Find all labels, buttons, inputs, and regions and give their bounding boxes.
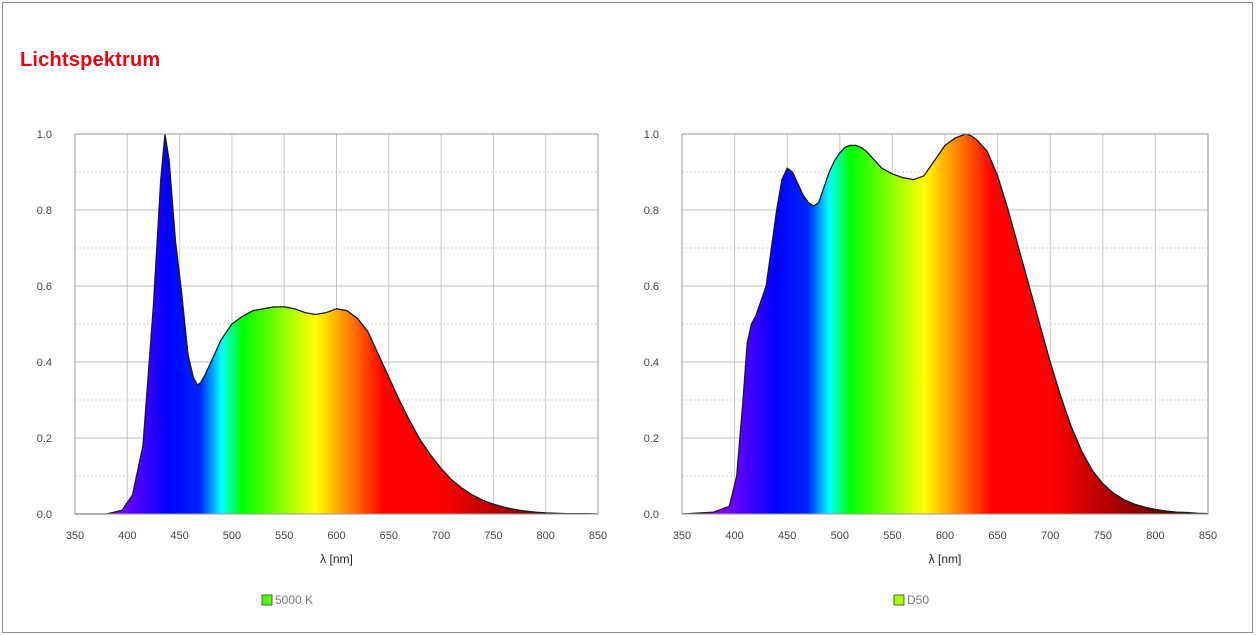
y-tick-label: 0.0 xyxy=(644,509,659,521)
x-tick-label: 800 xyxy=(537,530,555,542)
x-tick-label: 550 xyxy=(883,530,901,542)
x-tick-label: 650 xyxy=(380,530,398,542)
y-tick-label: 0.8 xyxy=(644,205,659,217)
x-tick-label: 550 xyxy=(275,530,293,542)
x-tick-label: 700 xyxy=(432,530,450,542)
y-tick-label: 0.4 xyxy=(37,357,52,369)
x-tick-label: 400 xyxy=(725,530,743,542)
x-tick-label: 350 xyxy=(673,530,691,542)
y-tick-label: 0.2 xyxy=(37,433,52,445)
y-tick-label: 1.0 xyxy=(644,129,659,141)
x-tick-label: 450 xyxy=(170,530,188,542)
x-tick-label: 850 xyxy=(589,530,607,542)
x-tick-label: 450 xyxy=(778,530,796,542)
legend-swatch xyxy=(261,594,273,606)
x-tick-label: 500 xyxy=(223,530,241,542)
spectrum-area xyxy=(682,134,1208,514)
spectrum-area xyxy=(75,134,598,514)
y-tick-label: 0.2 xyxy=(644,433,659,445)
x-tick-label: 850 xyxy=(1199,530,1217,542)
x-tick-label: 750 xyxy=(1094,530,1112,542)
x-tick-label: 800 xyxy=(1146,530,1164,542)
spectrum-line xyxy=(75,133,599,515)
spectrum-line xyxy=(681,133,1209,515)
y-tick-label: 1.0 xyxy=(37,129,52,141)
spectrum-chart-left: 0.0 0.2 0.4 0.6 0.8 1.0 350 400 450 500 550 600 650 7… xyxy=(37,129,607,607)
page-title: Lichtspektrum xyxy=(20,49,161,71)
x-tick-label: 600 xyxy=(936,530,954,542)
y-tick-label: 0.0 xyxy=(37,509,52,521)
plot-border xyxy=(74,133,599,515)
x-tick-label: 400 xyxy=(118,530,136,542)
legend: 5000 K xyxy=(261,593,313,607)
x-tick-label: 500 xyxy=(831,530,849,542)
legend: D50 xyxy=(893,593,929,607)
spectrum-chart-right: 0.0 0.2 0.4 0.6 0.8 1.0 350 400 450 500 550 600 650 7… xyxy=(644,129,1217,607)
x-axis-label: λ [nm] xyxy=(929,552,962,566)
x-tick-label: 750 xyxy=(484,530,502,542)
y-tick-label: 0.6 xyxy=(37,281,52,293)
legend-entry: 5000 K xyxy=(275,593,313,607)
y-tick-label: 0.4 xyxy=(644,357,659,369)
y-tick-label: 0.6 xyxy=(644,281,659,293)
x-tick-label: 650 xyxy=(988,530,1006,542)
x-tick-label: 350 xyxy=(66,530,84,542)
x-tick-label: 700 xyxy=(1041,530,1059,542)
x-axis-label: λ [nm] xyxy=(320,552,353,566)
legend-entry: D50 xyxy=(907,593,929,607)
legend-swatch xyxy=(893,594,905,606)
plot-border xyxy=(681,133,1209,515)
x-tick-label: 600 xyxy=(327,530,345,542)
y-tick-label: 0.8 xyxy=(37,205,52,217)
